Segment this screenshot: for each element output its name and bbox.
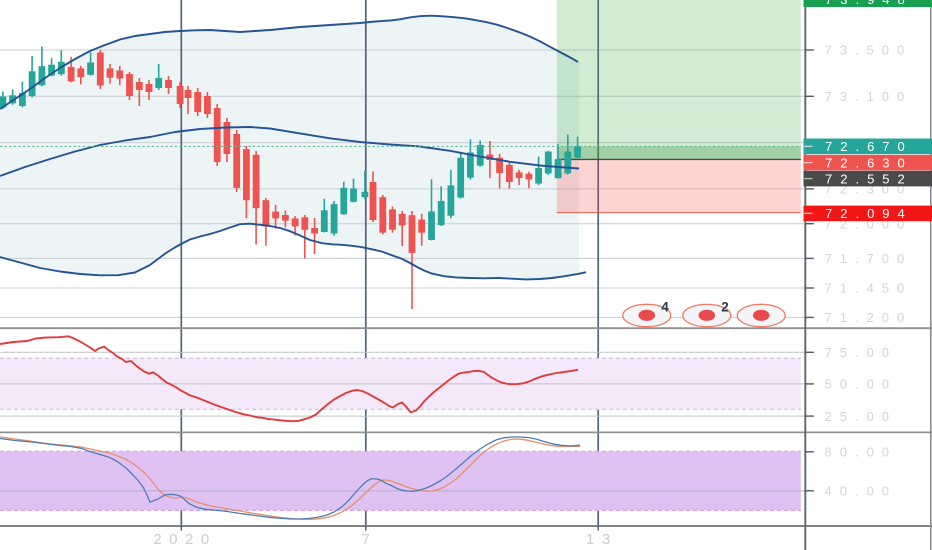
svg-text:50.00: 50.00 bbox=[825, 377, 898, 392]
svg-text:75.00: 75.00 bbox=[825, 345, 898, 360]
svg-text:7: 7 bbox=[362, 531, 378, 548]
svg-text:4: 4 bbox=[661, 300, 669, 315]
svg-text:2020: 2020 bbox=[153, 531, 216, 548]
svg-text:71.700: 71.700 bbox=[825, 251, 913, 266]
svg-text:72.094: 72.094 bbox=[825, 206, 913, 221]
svg-text:72.670: 72.670 bbox=[825, 139, 913, 154]
svg-text:13: 13 bbox=[586, 531, 618, 548]
svg-text:72.552: 72.552 bbox=[825, 171, 913, 186]
svg-text:73.948: 73.948 bbox=[825, 0, 913, 7]
svg-text:71.200: 71.200 bbox=[825, 310, 913, 325]
svg-text:71.450: 71.450 bbox=[825, 281, 913, 296]
svg-text:73.500: 73.500 bbox=[825, 43, 913, 58]
svg-text:40.00: 40.00 bbox=[825, 484, 898, 499]
svg-text:80.00: 80.00 bbox=[825, 445, 898, 460]
svg-text:25.00: 25.00 bbox=[825, 409, 898, 424]
svg-text:73.100: 73.100 bbox=[825, 89, 913, 104]
svg-text:72.630: 72.630 bbox=[825, 155, 913, 170]
svg-text:2: 2 bbox=[721, 300, 729, 315]
